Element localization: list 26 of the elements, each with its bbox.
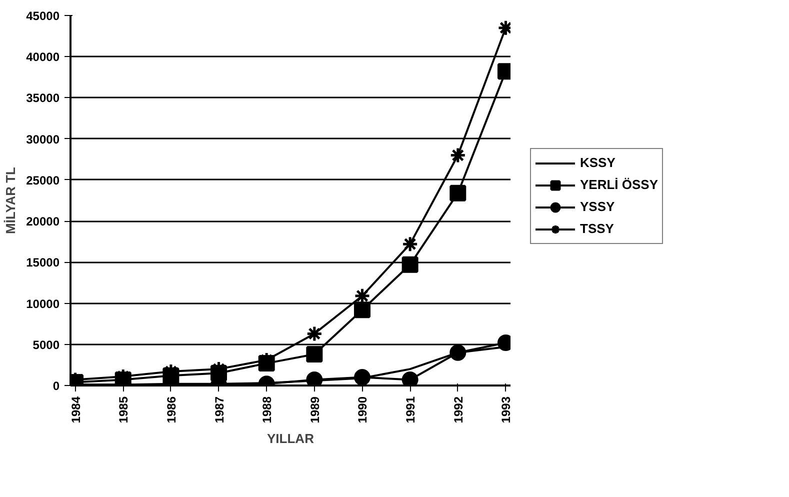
x-tick-label: 1991 <box>404 396 418 424</box>
x-tick-label: 1986 <box>164 396 178 424</box>
x-tick-label: 1988 <box>260 396 274 424</box>
y-axis-title: MİLYAR TL <box>3 166 18 234</box>
x-tick-label: 1987 <box>212 396 226 424</box>
y-tick-label: 35000 <box>26 91 60 106</box>
x-tick-label: 1992 <box>451 396 466 424</box>
legend-label: YERLİ ÖSSY <box>580 177 658 192</box>
y-tick-label: 45000 <box>26 9 60 23</box>
x-tick-label: 1989 <box>308 396 322 424</box>
y-tick-label: 20000 <box>26 214 60 229</box>
y-tick-label: 5000 <box>32 338 60 352</box>
x-tick-label: 1993 <box>499 396 514 424</box>
legend-label: YSSY <box>580 199 615 214</box>
legend-label: TSSY <box>580 221 614 236</box>
y-tick-label: 30000 <box>26 132 60 146</box>
y-tick-label: 0 <box>52 379 60 393</box>
x-tick-label: 1985 <box>116 396 131 424</box>
x-axis-title: YILLAR <box>267 431 315 446</box>
y-tick-label: 25000 <box>26 173 60 188</box>
y-tick-label: 40000 <box>26 50 60 64</box>
y-tick-label: 10000 <box>26 296 60 311</box>
y-tick-label: 15000 <box>26 256 60 270</box>
x-tick-label: 1984 <box>68 396 83 424</box>
x-tick-label: 1990 <box>356 396 370 424</box>
legend-label: KSSY <box>580 155 616 170</box>
